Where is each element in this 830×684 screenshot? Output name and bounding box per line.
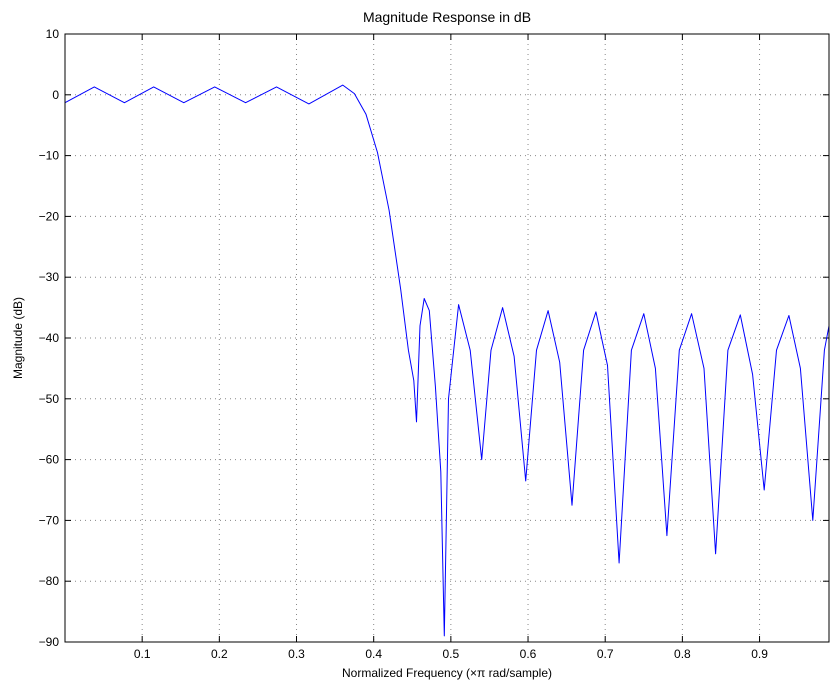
- y-tick-label: −50: [39, 392, 60, 406]
- x-tick-label: 0.5: [443, 647, 460, 661]
- y-tick-label: 0: [52, 88, 59, 102]
- y-tick-label: −80: [39, 574, 60, 588]
- x-tick-label: 0.4: [365, 647, 382, 661]
- x-tick-label: 0.3: [288, 647, 305, 661]
- y-tick-label: −70: [39, 513, 60, 527]
- y-tick-label: 10: [46, 27, 60, 41]
- x-tick-label: 0.2: [211, 647, 228, 661]
- x-tick-label: 0.1: [134, 647, 151, 661]
- x-tick-label: 0.8: [674, 647, 691, 661]
- x-tick-label: 0.7: [597, 647, 614, 661]
- y-axis-label: Magnitude (dB): [11, 297, 25, 379]
- magnitude-series-line: [64, 84, 830, 637]
- y-tick-label: −40: [39, 331, 60, 345]
- y-tick-label: −30: [39, 270, 60, 284]
- chart-title: Magnitude Response in dB: [363, 9, 531, 25]
- x-tick-label: 0.9: [751, 647, 768, 661]
- y-tick-label: −10: [39, 149, 60, 163]
- axis-ticks: [65, 33, 829, 643]
- y-tick-label: −90: [39, 635, 60, 649]
- tick-labels: 0.1 0.2 0.3 0.4 0.5 0.6 0.7 0.8 0.9 10 0 −10 −20 −30 −…: [39, 27, 769, 661]
- x-axis-label: Normalized Frequency (×π rad/sample): [342, 666, 552, 680]
- y-tick-label: −20: [39, 209, 60, 223]
- y-tick-label: −60: [39, 453, 60, 467]
- x-tick-label: 0.6: [520, 647, 537, 661]
- series-group: [64, 84, 830, 637]
- plot-frame: [64, 33, 830, 643]
- grid-lines: [65, 34, 829, 642]
